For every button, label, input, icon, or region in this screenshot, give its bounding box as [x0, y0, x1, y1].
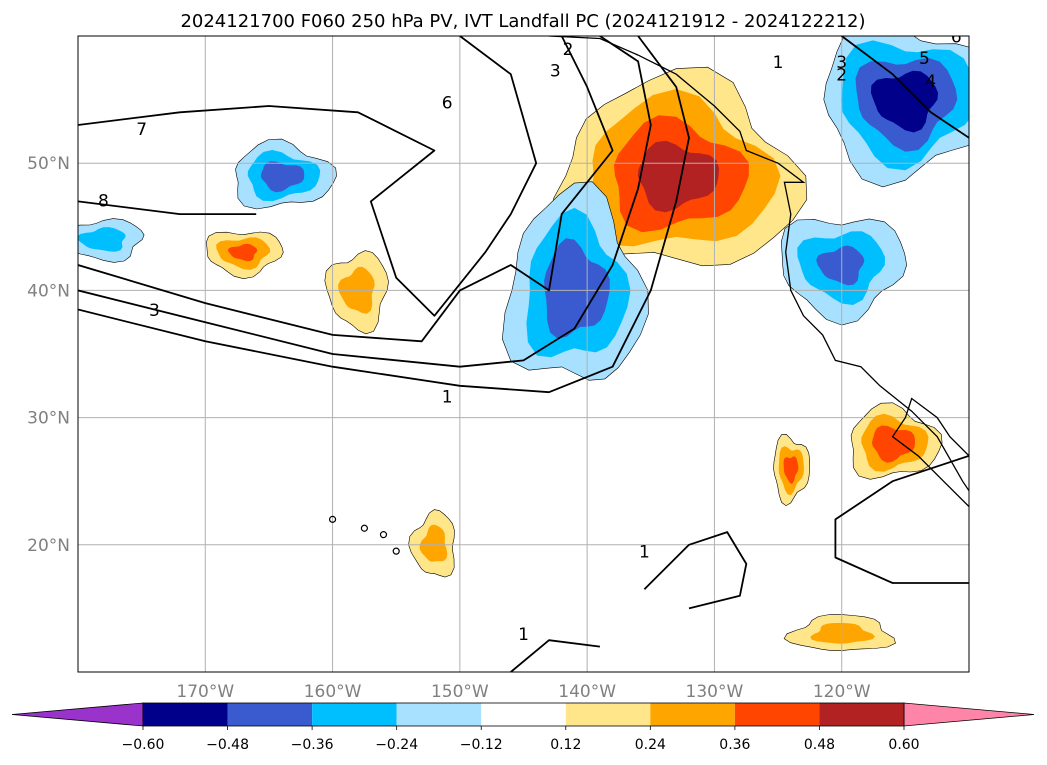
positive-anomaly-6 [783, 614, 896, 651]
colorbar-tick-label: −0.12 [460, 737, 503, 753]
pv-contour-line [78, 36, 538, 317]
positive-anomaly-1 [850, 402, 943, 480]
contour-label: 6 [951, 27, 962, 47]
colorbar-tick-label: 0.12 [550, 737, 581, 753]
colorbar-tick-label: 0.36 [719, 737, 750, 753]
coastlines [328, 36, 969, 555]
contour-label: 3 [836, 53, 847, 73]
lon-tick-label: 140°W [558, 682, 616, 702]
contour-label: 3 [149, 301, 160, 321]
pv-contour-line [841, 36, 969, 139]
colorbar-tick-label: 0.60 [888, 737, 919, 753]
anomaly-level-band [419, 524, 448, 562]
anomaly-level-band [637, 140, 720, 213]
anomaly-level-band [871, 425, 915, 463]
lon-tick-label: 120°W [813, 682, 871, 702]
colorbar-segment [143, 703, 228, 726]
lon-tick-label: 150°W [431, 682, 489, 702]
map-frame [77, 35, 970, 673]
anomaly-level-band [227, 243, 258, 262]
pv-contour-line [643, 531, 748, 610]
lat-tick-label: 50°N [27, 154, 70, 174]
negative-anomaly-1 [235, 138, 337, 210]
island [392, 547, 400, 555]
colorbar-segment [819, 703, 904, 726]
colorbar-frame [142, 702, 905, 727]
colorbar-tick-label: 0.48 [804, 737, 835, 753]
colorbar-tick-label: −0.60 [122, 737, 165, 753]
contour-label: 1 [773, 53, 784, 73]
anomaly-level-band [78, 227, 126, 252]
colorbar-segment [481, 703, 566, 726]
contour-label: 4 [925, 72, 936, 92]
negative-anomaly-4 [78, 218, 145, 263]
contour-label: 7 [136, 120, 147, 140]
anomaly-level-band [816, 245, 865, 286]
positive-anomaly-4 [324, 250, 389, 335]
colorbar-tick-label: −0.36 [291, 737, 334, 753]
anomaly-level-band [810, 623, 876, 644]
colorbar-segment [312, 703, 397, 726]
colorbar-segment [396, 703, 482, 726]
contour-label: 5 [919, 49, 930, 69]
contour-label: 1 [518, 625, 529, 645]
colorbar-tick-label: −0.24 [375, 737, 418, 753]
lon-tick-labels: 170°W 160°W 150°W 140°W 130°W 120°W [176, 682, 870, 702]
lat-tick-label: 40°N [27, 281, 70, 301]
pv-contour-line [78, 36, 690, 394]
coastline [548, 36, 969, 508]
lat-tick-label: 30°N [27, 409, 70, 429]
positive-anomaly-5 [408, 509, 455, 578]
gridlines [78, 36, 969, 672]
island [379, 531, 388, 539]
colorbar-segment [650, 703, 735, 726]
contour-label: 1 [639, 543, 650, 563]
lon-tick-label: 160°W [304, 682, 362, 702]
contour-label: 1 [442, 387, 453, 407]
colorbar-extend-max [903, 702, 1035, 727]
contour-label: 2 [836, 66, 847, 86]
anomaly-level-band [260, 161, 305, 193]
negative-anomaly-2 [823, 36, 969, 188]
colorbar-segment [227, 703, 313, 726]
contour-label: 6 [442, 94, 453, 114]
ivt-pc-fill-layer [78, 36, 969, 651]
pv-contour-line [510, 639, 601, 672]
pv-contour-line [78, 36, 652, 368]
colorbar-tick-label: 0.24 [635, 737, 666, 753]
contour-label: 8 [98, 191, 109, 211]
colorbar-segment [565, 703, 651, 726]
colorbar-extend-min [11, 702, 144, 727]
positive-anomaly-2 [773, 434, 811, 507]
contour-label: 3 [550, 62, 561, 82]
lat-tick-label: 20°N [27, 536, 70, 556]
anomaly-level-band [783, 456, 799, 484]
lat-tick-labels: 20°N 30°N 40°N 50°N [27, 154, 70, 556]
island [328, 515, 337, 523]
contour-label: 2 [563, 40, 574, 60]
pv-contour-line [834, 454, 969, 584]
colorbar-tick-label: −0.48 [206, 737, 249, 753]
island [360, 524, 368, 532]
pv-contour-line [78, 200, 257, 215]
lon-tick-label: 170°W [176, 682, 234, 702]
pv-contour-line [78, 36, 614, 343]
anomaly-level-band [870, 70, 939, 133]
negative-anomaly-0 [501, 181, 649, 381]
positive-anomaly-3 [206, 231, 284, 280]
negative-anomaly-3 [780, 218, 908, 326]
lon-tick-label: 130°W [686, 682, 744, 702]
chart-title: 2024121700 F060 250 hPa PV, IVT Landfall… [180, 11, 865, 32]
colorbar: −0.60 −0.48 −0.36 −0.24 −0.12 0.12 0.24 0.36 0.4… [11, 702, 1035, 753]
colorbar-segment [734, 703, 820, 726]
anomaly-level-band [544, 238, 610, 339]
